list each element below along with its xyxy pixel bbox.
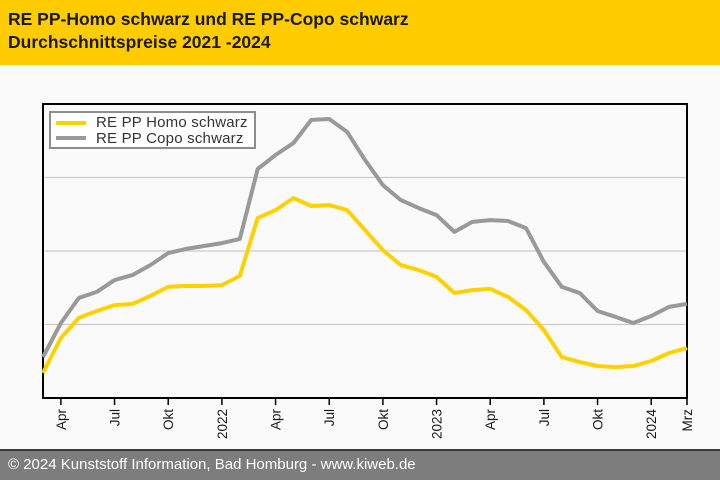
- x-tick-label: Apr: [483, 409, 498, 431]
- legend-item-copo: RE PP Copo schwarz: [56, 129, 252, 147]
- series-line-homo: [41, 196, 688, 374]
- x-tick-label: Apr: [54, 409, 69, 431]
- legend-item-homo: RE PP Homo schwarz: [56, 114, 252, 132]
- title-line-2: Durchschnittspreise 2021 -2024: [8, 32, 271, 52]
- title-line-1: RE PP-Homo schwarz und RE PP-Copo schwar…: [8, 9, 409, 29]
- copyright-footer: © 2024 Kunststoff Information, Bad Hombu…: [0, 449, 720, 480]
- x-tick-label: Jul: [537, 409, 552, 426]
- x-tick-label: 2024: [644, 409, 659, 440]
- x-tick-label: Okt: [591, 409, 606, 430]
- copo-line-swatch-icon: [56, 136, 86, 141]
- x-tick-label: 2022: [215, 409, 230, 439]
- series-line-copo: [41, 117, 688, 359]
- copyright-text: © 2024 Kunststoff Information, Bad Hombu…: [8, 456, 416, 473]
- chart-legend: RE PP Homo schwarz RE PP Copo schwarz: [49, 111, 256, 149]
- title-bar: RE PP-Homo schwarz und RE PP-Copo schwar…: [0, 0, 720, 65]
- x-tick-label: Jul: [108, 409, 123, 426]
- x-tick-label: Apr: [269, 409, 284, 431]
- x-tick-label: 2023: [430, 409, 445, 439]
- x-tick-label: Mrz: [680, 409, 695, 432]
- x-tick-label: Okt: [376, 409, 391, 430]
- legend-label-copo: RE PP Copo schwarz: [96, 129, 244, 147]
- legend-label-homo: RE PP Homo schwarz: [96, 114, 248, 132]
- x-tick-label: Okt: [161, 409, 176, 430]
- x-tick-label: Jul: [322, 409, 337, 426]
- homo-line-swatch-icon: [56, 120, 86, 125]
